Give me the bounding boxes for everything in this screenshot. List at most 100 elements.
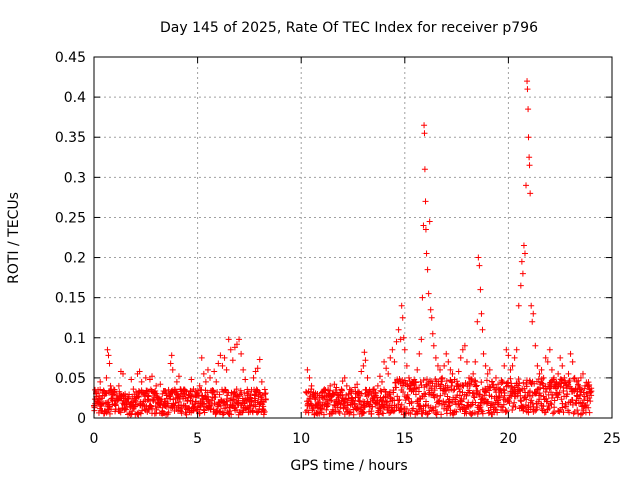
data-point xyxy=(329,390,336,397)
data-point xyxy=(204,366,211,373)
data-point xyxy=(398,302,405,309)
data-point xyxy=(163,403,170,410)
data-point xyxy=(530,310,537,317)
tick-layer: 0 0.05 0.1 0.15 0.2 0.25 0.3 0.35 0.4 0.45 0 5 10 15 2… xyxy=(55,50,621,447)
data-point xyxy=(508,380,515,387)
data-point xyxy=(421,122,428,129)
data-point xyxy=(173,378,180,385)
data-point xyxy=(98,395,105,402)
data-point xyxy=(328,397,335,404)
data-point xyxy=(359,409,366,416)
data-point xyxy=(368,410,375,417)
data-point xyxy=(393,384,400,391)
data-point xyxy=(449,370,456,377)
data-point xyxy=(565,370,572,377)
data-point xyxy=(421,166,428,173)
data-point xyxy=(574,381,581,388)
data-point xyxy=(204,389,211,396)
data-point xyxy=(557,383,564,390)
data-point xyxy=(394,393,401,400)
data-point xyxy=(211,400,218,407)
data-point xyxy=(117,409,124,416)
data-point xyxy=(408,398,415,405)
data-point xyxy=(215,360,222,367)
data-point xyxy=(521,250,528,257)
data-layer xyxy=(91,78,595,418)
data-point xyxy=(523,377,530,384)
data-point xyxy=(520,379,527,386)
data-point xyxy=(533,406,540,413)
data-point xyxy=(536,396,543,403)
data-point xyxy=(438,381,445,388)
data-point xyxy=(339,378,346,385)
data-point xyxy=(472,399,479,406)
data-point xyxy=(519,270,526,277)
data-point xyxy=(242,376,249,383)
data-point xyxy=(261,408,268,415)
data-point xyxy=(198,354,205,361)
data-point xyxy=(559,362,566,369)
data-point xyxy=(478,379,485,386)
data-point xyxy=(454,378,461,385)
data-point xyxy=(386,403,393,410)
y-tick-label: 0 xyxy=(77,411,86,427)
data-point xyxy=(449,400,456,407)
y-tick-label: 0.45 xyxy=(55,50,86,66)
data-point xyxy=(581,385,588,392)
data-point xyxy=(130,386,137,393)
y-axis-label: ROTI / TECUs xyxy=(6,192,22,284)
data-point xyxy=(466,382,473,389)
data-point xyxy=(233,341,240,348)
data-point xyxy=(361,349,368,356)
data-point xyxy=(512,403,519,410)
data-point xyxy=(250,374,257,381)
data-point xyxy=(492,374,499,381)
data-point xyxy=(248,398,255,405)
x-tick-label: 10 xyxy=(292,431,310,447)
data-point xyxy=(507,366,514,373)
data-point xyxy=(374,394,381,401)
data-point xyxy=(412,379,419,386)
y-tick-label: 0.25 xyxy=(55,210,86,226)
data-point xyxy=(434,393,441,400)
y-tick-label: 0.1 xyxy=(64,331,86,347)
data-point xyxy=(231,344,238,351)
data-point xyxy=(537,392,544,399)
data-point xyxy=(378,397,385,404)
data-point xyxy=(254,409,261,416)
data-point xyxy=(125,395,132,402)
data-point xyxy=(120,370,127,377)
data-point xyxy=(432,403,439,410)
data-point xyxy=(402,397,409,404)
data-point xyxy=(414,366,421,373)
data-point xyxy=(564,391,571,398)
data-point xyxy=(380,410,387,417)
data-point xyxy=(478,310,485,317)
data-point xyxy=(536,390,543,397)
data-point xyxy=(555,370,562,377)
data-point xyxy=(369,403,376,410)
data-point xyxy=(400,334,407,341)
data-point xyxy=(177,395,184,402)
data-point xyxy=(390,408,397,415)
data-point xyxy=(210,387,217,394)
data-point xyxy=(498,379,505,386)
data-point xyxy=(566,409,573,416)
data-point xyxy=(221,354,228,361)
data-point xyxy=(344,402,351,409)
data-point xyxy=(324,400,331,407)
data-point xyxy=(532,407,539,414)
data-point xyxy=(507,375,514,382)
data-point xyxy=(456,392,463,399)
data-point xyxy=(468,411,475,418)
data-point xyxy=(516,380,523,387)
data-point xyxy=(528,397,535,404)
data-point xyxy=(560,384,567,391)
data-point xyxy=(225,336,232,343)
data-point xyxy=(136,368,143,375)
data-point xyxy=(513,346,520,353)
data-point xyxy=(426,218,433,225)
x-tick-label: 20 xyxy=(499,431,517,447)
data-point xyxy=(254,365,261,372)
data-point xyxy=(475,254,482,261)
